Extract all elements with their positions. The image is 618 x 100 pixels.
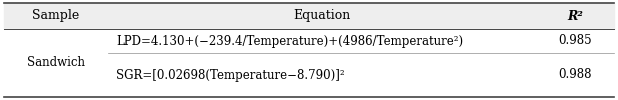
Text: 0.985: 0.985 [558,34,592,48]
Text: Sandwich: Sandwich [27,56,85,70]
Text: R²: R² [567,10,583,22]
Text: 0.988: 0.988 [558,68,592,81]
Text: Sample: Sample [32,10,80,22]
Text: LPD=4.130+(−239.4/Temperature)+(4986/Temperature²): LPD=4.130+(−239.4/Temperature)+(4986/Tem… [116,34,463,48]
Text: SGR=[0.02698(Temperature−8.790)]²: SGR=[0.02698(Temperature−8.790)]² [116,68,345,81]
Text: Equation: Equation [294,10,350,22]
